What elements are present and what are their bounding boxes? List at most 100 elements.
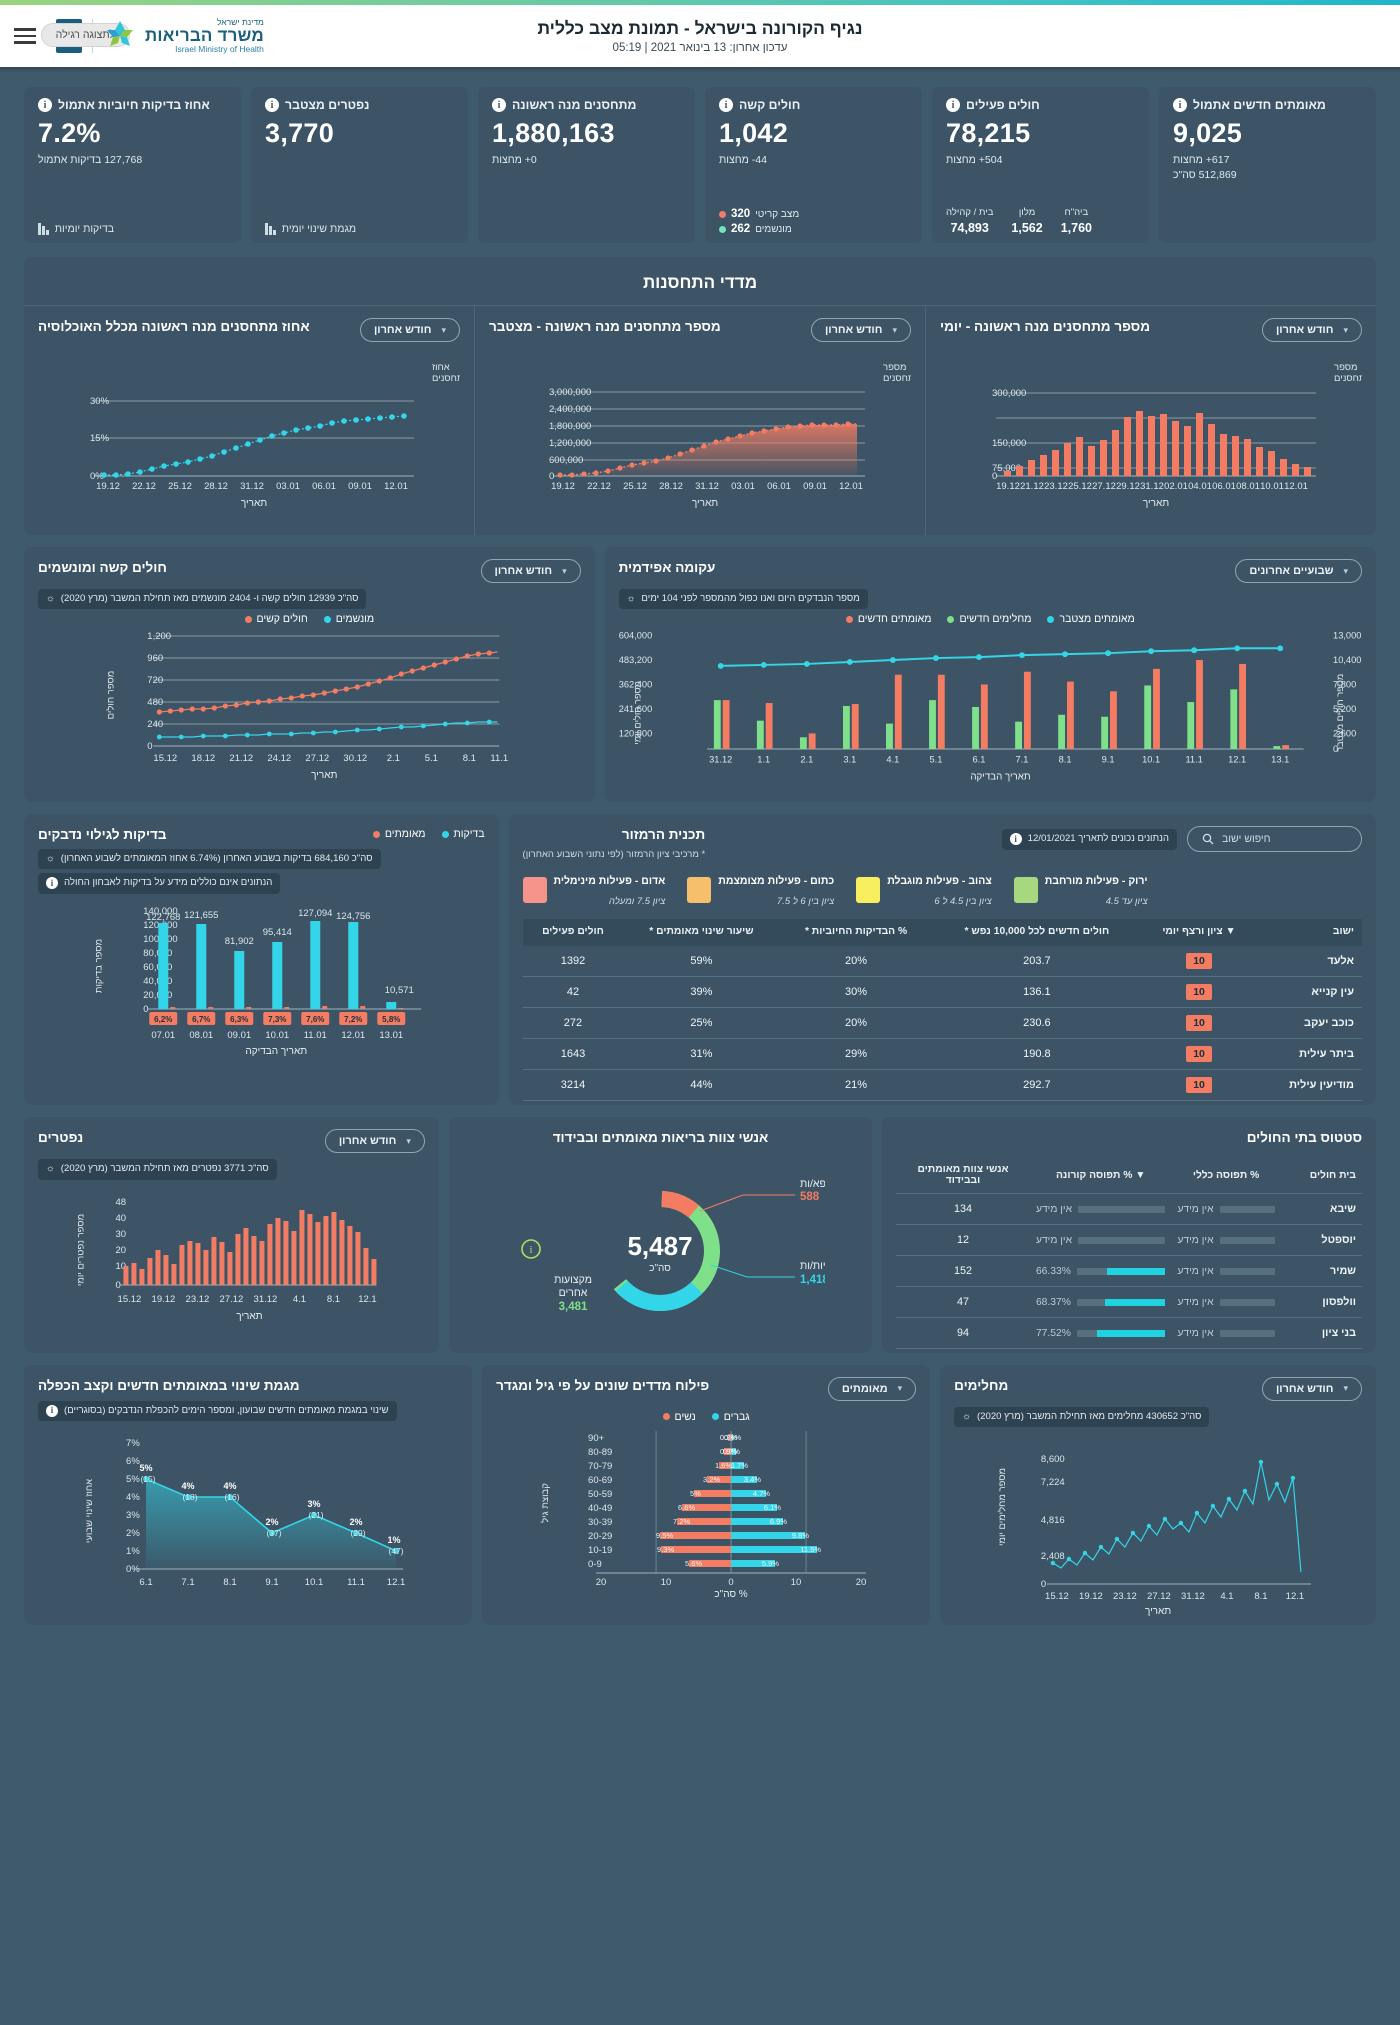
svg-text:(37): (37) (266, 1528, 281, 1538)
kpi-deaths: i נפטרים מצטבר 3,770 מגמת שינוי יומית (251, 87, 468, 243)
ministry-state-label: מדינת ישראל (216, 17, 264, 28)
panel-vacc-daily: מספר מתחסנים מנה ראשונה - יומי חודש אחרו… (925, 306, 1376, 535)
svg-text:04.01: 04.01 (1188, 481, 1212, 492)
svg-text:2,600: 2,600 (1333, 729, 1356, 739)
svg-text:5,8%: 5,8% (382, 1015, 400, 1024)
weekly-change-panel: מגמת שינוי במאומתים חדשים וקצב הכפלה i ש… (24, 1364, 473, 1626)
info-icon[interactable]: i (946, 98, 960, 112)
svg-text:6%: 6% (126, 1456, 140, 1467)
daily-tests-link[interactable]: בדיקות יומיות (38, 223, 227, 235)
svg-text:8.1: 8.1 (1254, 1591, 1267, 1602)
svg-text:0: 0 (728, 1577, 733, 1588)
svg-text:2%: 2% (126, 1528, 140, 1539)
info-icon[interactable]: i (1173, 98, 1187, 112)
status-badge: 10 (1186, 1015, 1213, 1032)
svg-text:11.1: 11.1 (347, 1577, 365, 1588)
ministry-of-health-logo[interactable]: מדינת ישראל משרד הבריאות Israel Ministry… (103, 18, 264, 54)
svg-text:95,414: 95,414 (263, 927, 292, 938)
svg-text:240: 240 (147, 719, 163, 730)
kpi-positivity-rate: i אחוז בדיקות חיוביות אתמול 7.2% 127,768… (24, 87, 241, 243)
svg-text:18.12: 18.12 (191, 753, 215, 764)
svg-text:22.12: 22.12 (132, 481, 156, 492)
col-score[interactable]: ▼ ציון ורצף יומי (1141, 919, 1258, 947)
col-active[interactable]: חולים פעילים (522, 919, 624, 947)
info-icon[interactable]: i (719, 98, 733, 112)
svg-text:08.01: 08.01 (189, 1030, 213, 1041)
info-icon[interactable]: i (265, 98, 279, 112)
col-staff[interactable]: אנשי צוות מאומתים ובבידוד (896, 1157, 1030, 1195)
svg-text:19.12: 19.12 (152, 1294, 176, 1305)
active-breakdown: בית / קהילה 74,893 מלון 1,562 ביה"ח 1,76… (946, 207, 1135, 235)
deaths-panel: נפטרים חודש אחרון ▾ ☼ סה"כ 3771 נפטרים מא… (24, 1117, 439, 1353)
svg-text:480: 480 (147, 697, 163, 708)
svg-text:15.12: 15.12 (153, 753, 177, 764)
col-corona-occupancy[interactable]: ▼ % תפוסה קורונה (1029, 1157, 1172, 1195)
svg-text:10.01: 10.01 (1260, 481, 1284, 492)
info-icon[interactable]: i (38, 98, 52, 112)
svg-text:0: 0 (549, 471, 554, 482)
chart-tests: מספר בדיקות 140,000120,000100,000 80,000… (93, 906, 422, 1057)
svg-text:29.12: 29.12 (1116, 481, 1140, 492)
svg-text:תאריך הבדיקה: תאריך הבדיקה (245, 1046, 307, 1057)
svg-text:960: 960 (147, 653, 163, 664)
info-icon[interactable]: i (46, 1405, 58, 1418)
chart-weekly-change: אחוז שינוי שבועי 7%6%5% 4%3%2% 1%0% 5%4%… (84, 1438, 405, 1588)
svg-text:0.7%: 0.7% (723, 1447, 740, 1456)
slice-value-nurses: 1,418 (800, 1274, 825, 1286)
svg-text:31.12: 31.12 (254, 1294, 278, 1305)
col-hospital[interactable]: בית חולים (1280, 1157, 1362, 1195)
period-selector-severe[interactable]: חודש אחרון ▾ (480, 559, 581, 583)
svg-text:21.12: 21.12 (229, 753, 253, 764)
critical-dot (719, 210, 726, 218)
col-positivity[interactable]: % הבדיקות החיוביות * (779, 919, 933, 947)
deaths-trend-link[interactable]: מגמת שינוי יומית (265, 223, 454, 235)
col-city[interactable]: ישוב (1257, 919, 1362, 947)
info-icon[interactable]: i (1009, 833, 1022, 846)
col-general-occupancy[interactable]: % תפוסה כללי (1171, 1157, 1281, 1195)
kpi-row: i מאומתים חדשים אתמול 9,025 617+ מחצות 5… (0, 73, 1400, 243)
svg-text:אחוז: אחוז (432, 362, 450, 373)
ministry-name-he: משרד הבריאות (145, 26, 264, 46)
svg-text:80,000: 80,000 (143, 948, 172, 959)
age-legend: נשים גברים (496, 1407, 916, 1423)
svg-text:5%: 5% (140, 1463, 153, 1473)
kpi-value: 9,025 (1173, 118, 1243, 148)
svg-text:8.1: 8.1 (223, 1577, 236, 1588)
svg-text:13.01: 13.01 (379, 1030, 403, 1041)
period-selector-vacc-cumulative[interactable]: חודש אחרון ▾ (810, 318, 911, 342)
svg-text:121,655: 121,655 (184, 910, 218, 921)
svg-text:10,400: 10,400 (1333, 655, 1361, 665)
epidemic-note: ☼ מספר הנבדקים היום ואנו כפול מהמספר לפנ… (618, 589, 868, 610)
menu-icon[interactable] (14, 28, 36, 44)
period-selector-deaths[interactable]: חודש אחרון ▾ (324, 1129, 425, 1154)
bulb-icon: ☼ (626, 593, 636, 604)
svg-text:09.01: 09.01 (803, 481, 827, 492)
col-per10k[interactable]: חולים חדשים לכל 10,000 נפש * (932, 919, 1142, 947)
col-change[interactable]: שיעור שינוי מאומתים * (623, 919, 780, 947)
period-selector-vacc-percent[interactable]: חודש אחרון ▾ (359, 318, 460, 342)
svg-text:תאריך: תאריך (692, 498, 718, 509)
chart-staff-donut: 5,487 סה"כ רופא/ות 588 אחיות/ות 1,418 מק… (521, 1178, 825, 1313)
svg-text:10.1: 10.1 (1142, 755, 1160, 765)
svg-text:20: 20 (115, 1245, 126, 1256)
svg-text:21.12: 21.12 (1020, 481, 1044, 492)
period-selector-vacc-daily[interactable]: חודש אחרון ▾ (1261, 318, 1362, 342)
vaccination-indicators-section: מדדי התחסנות מספר מתחסנים מנה ראשונה - י… (24, 257, 1376, 535)
svg-text:7,6%: 7,6% (306, 1015, 324, 1024)
row-bottom: מחלימים חודש אחרון ▾ ☼ סה"כ 430652 מחלימי… (24, 1364, 1376, 1626)
svg-text:0%: 0% (90, 471, 104, 482)
period-selector-epidemic[interactable]: שבועיים אחרונים ▾ (1235, 559, 1362, 583)
svg-text:12.1: 12.1 (358, 1294, 377, 1305)
svg-text:81,902: 81,902 (225, 936, 254, 947)
page-header: לתצוגה רגילה נגיף הקורונה בישראל - תמונת… (0, 5, 1400, 67)
search-input[interactable]: חיפוש ישוב (1187, 826, 1362, 853)
info-icon[interactable]: i (492, 98, 506, 112)
svg-text:1,200: 1,200 (147, 631, 171, 642)
svg-text:0: 0 (1041, 1579, 1046, 1590)
metric-selector-age[interactable]: מאומתים ▾ (827, 1376, 917, 1401)
weekly-change-note: i שינוי במגמת מאומתים חדשים שבועון, ומספ… (38, 1400, 397, 1422)
info-icon[interactable]: i (46, 877, 58, 890)
period-selector-recovered[interactable]: חודש אחרון ▾ (1261, 1376, 1362, 1401)
svg-text:23.12: 23.12 (1113, 1591, 1137, 1602)
